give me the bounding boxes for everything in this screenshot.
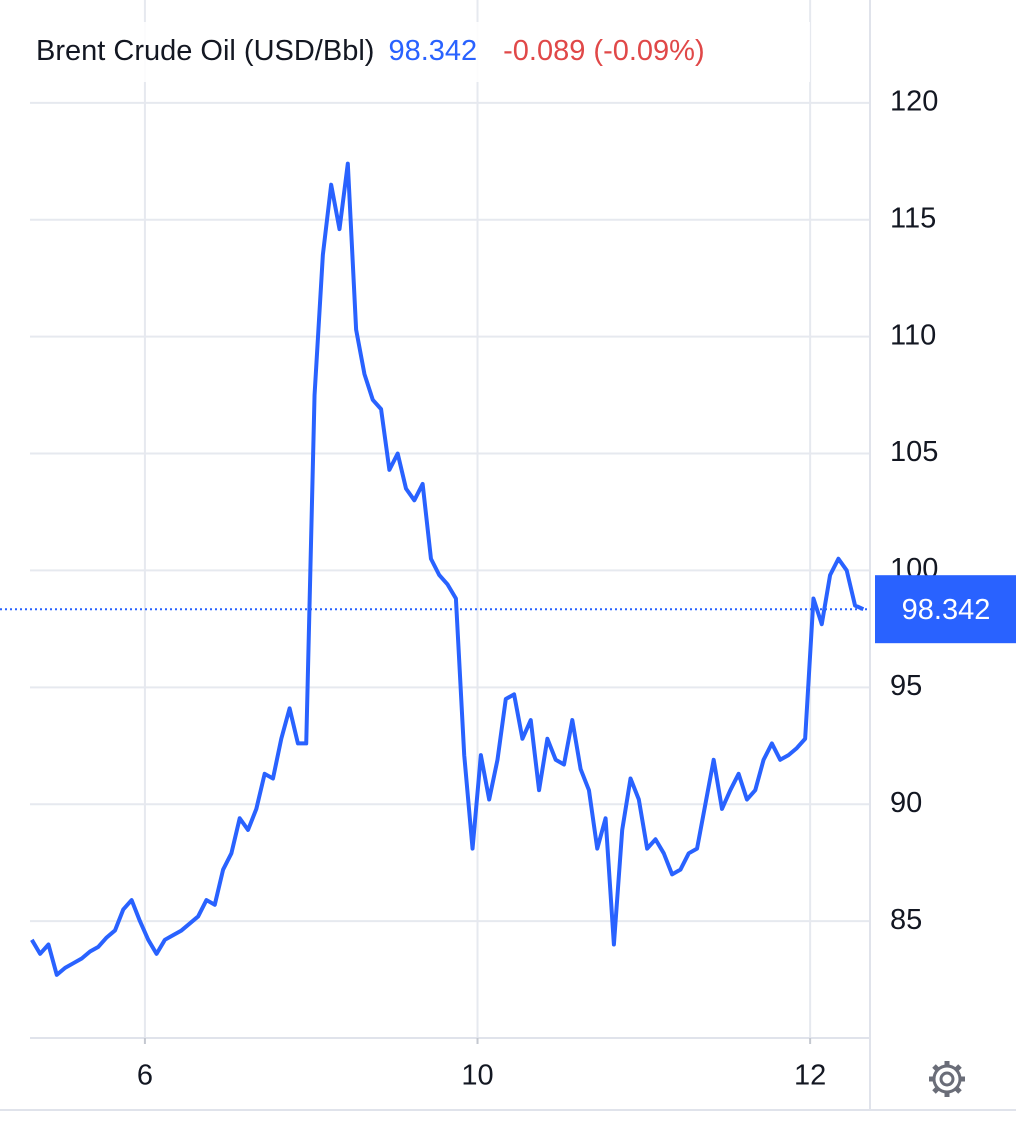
plot: [0, 161, 870, 977]
price-line: [30, 161, 865, 977]
settings-icon[interactable]: [929, 1061, 965, 1097]
y-tick-label: 110: [890, 319, 936, 351]
x-tick-label: 10: [461, 1060, 493, 1092]
title: Brent Crude Oil (USD/Bbl): [36, 35, 374, 67]
x-tick-label: 12: [794, 1060, 826, 1092]
y-tick-label: 90: [890, 787, 922, 819]
y-tick-label: 85: [890, 904, 922, 936]
y-tick-label: 115: [890, 202, 936, 234]
chart-title: Brent Crude Oil (USD/Bbl) 98.342 -0.089 (-…: [36, 35, 705, 67]
last-price-box: [875, 575, 1016, 644]
header-change: -0.089 (-0.09%): [503, 35, 705, 67]
header-bg: [0, 22, 810, 82]
y-tick-label: 95: [890, 670, 922, 702]
y-tick-label: 120: [890, 86, 938, 118]
last-price-label: 98.342: [902, 594, 991, 626]
y-tick-label: 105: [890, 436, 938, 468]
grid: [30, 0, 870, 1038]
x-tick-label: 6: [137, 1060, 153, 1092]
header-price: 98.342: [388, 35, 477, 67]
